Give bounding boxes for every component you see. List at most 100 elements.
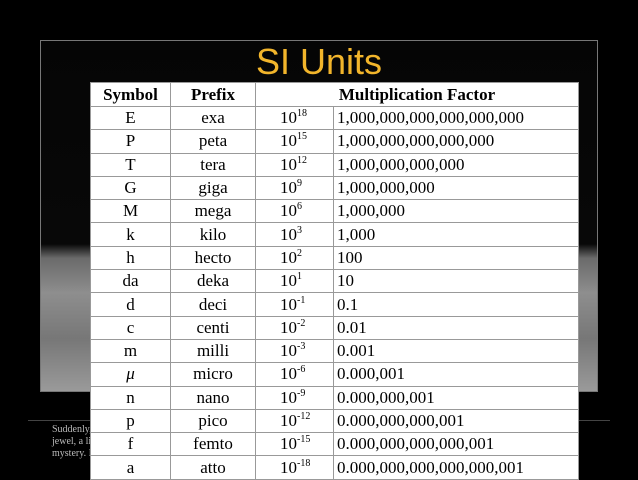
row: k kilo 103 1,000 bbox=[90, 222, 579, 247]
header-cell: Symbol bbox=[90, 82, 171, 107]
power-cell: 106 bbox=[255, 199, 334, 224]
prefix-cell: exa bbox=[170, 105, 256, 131]
prefix-cell: atto bbox=[170, 455, 256, 480]
row: da deka 101 10 bbox=[90, 269, 579, 294]
power-cell: 10-1 bbox=[255, 292, 334, 317]
factor-cell: 1,000,000,000,000,000 bbox=[333, 129, 579, 154]
power-exponent: 12 bbox=[297, 154, 307, 166]
factor-cell: 0.1 bbox=[333, 292, 579, 317]
power-exponent: 15 bbox=[297, 131, 307, 143]
prefix-cell: hecto bbox=[170, 245, 256, 271]
power-base: 10 bbox=[280, 317, 297, 337]
factor-cell: 0.000,001 bbox=[333, 362, 579, 387]
power-exponent: -1 bbox=[297, 294, 306, 306]
power-exponent: 2 bbox=[297, 247, 302, 259]
prefix-cell: centi bbox=[170, 315, 256, 340]
power-cell: 10-2 bbox=[255, 315, 334, 340]
power-exponent: -12 bbox=[297, 411, 311, 422]
symbol-cell: T bbox=[90, 152, 171, 177]
row: μ micro 10-6 0.000,001 bbox=[90, 362, 579, 387]
symbol-cell: f bbox=[90, 432, 171, 457]
row: d deci 10-1 0.1 bbox=[90, 292, 579, 317]
symbol-cell: E bbox=[90, 105, 171, 131]
power-cell: 109 bbox=[255, 175, 334, 201]
prefix-cell: deci bbox=[170, 292, 256, 317]
factor-cell: 1,000,000 bbox=[333, 199, 579, 224]
prefix-cell: nano bbox=[170, 385, 256, 410]
row: h hecto 102 100 bbox=[90, 245, 579, 271]
factor-cell: 0.000,000,001 bbox=[333, 385, 579, 410]
symbol-cell: a bbox=[90, 455, 171, 480]
symbol-cell: c bbox=[90, 315, 171, 340]
symbol-cell: P bbox=[90, 129, 171, 154]
row: a atto 10-18 0.000,000,000,000,000,001 bbox=[90, 455, 579, 480]
symbol-cell: μ bbox=[90, 362, 171, 387]
factor-cell: 0.000,000,000,001 bbox=[333, 408, 579, 434]
power-exponent: -15 bbox=[297, 434, 311, 446]
symbol-cell: G bbox=[90, 175, 171, 201]
power-base: 10 bbox=[280, 131, 297, 151]
power-cell: 1015 bbox=[255, 129, 334, 154]
row: p pico 10-12 0.000,000,000,001 bbox=[90, 408, 579, 434]
power-base: 10 bbox=[280, 364, 297, 384]
power-cell: 101 bbox=[255, 269, 334, 294]
prefix-cell: giga bbox=[170, 175, 256, 201]
captions: Suddenly, jewel, a lig mystery. It bbox=[52, 424, 96, 460]
prefix-cell: tera bbox=[170, 152, 256, 177]
power-cell: 1012 bbox=[255, 152, 334, 177]
factor-cell: 10 bbox=[333, 269, 579, 294]
power-base: 10 bbox=[280, 201, 297, 221]
power-cell: 103 bbox=[255, 222, 334, 247]
symbol-cell: k bbox=[90, 222, 171, 247]
power-exponent: -2 bbox=[297, 317, 306, 329]
power-base: 10 bbox=[280, 387, 297, 407]
power-cell: 10-18 bbox=[255, 455, 334, 480]
slide-title: SI Units bbox=[255, 41, 383, 82]
prefix-cell: micro bbox=[170, 362, 256, 387]
power-cell: 10-6 bbox=[255, 362, 334, 387]
power-exponent: -9 bbox=[297, 387, 306, 399]
header-row: Symbol Prefix Multiplication Factor bbox=[90, 82, 579, 107]
power-base: 10 bbox=[280, 224, 297, 244]
factor-cell: 0.000,000,000,000,000,001 bbox=[333, 455, 579, 480]
power-cell: 1018 bbox=[255, 105, 334, 131]
power-exponent: -3 bbox=[297, 341, 306, 353]
prefix-cell: kilo bbox=[170, 222, 256, 247]
symbol-cell: m bbox=[90, 338, 171, 364]
header-cell: Multiplication Factor bbox=[255, 82, 579, 107]
power-exponent: 6 bbox=[297, 201, 302, 213]
power-base: 10 bbox=[280, 154, 297, 174]
symbol-cell: da bbox=[90, 269, 171, 294]
power-cell: 10-15 bbox=[255, 432, 334, 457]
symbol-cell: n bbox=[90, 385, 171, 410]
power-base: 10 bbox=[280, 178, 297, 198]
power-base: 10 bbox=[280, 294, 297, 314]
prefix-cell: peta bbox=[170, 129, 256, 154]
factor-cell: 0.01 bbox=[333, 315, 579, 340]
power-base: 10 bbox=[280, 411, 297, 430]
power-exponent: 9 bbox=[297, 178, 302, 190]
power-base: 10 bbox=[280, 247, 297, 267]
symbol-cell: p bbox=[90, 408, 171, 434]
header-cell: Prefix bbox=[170, 82, 256, 107]
power-base: 10 bbox=[280, 434, 297, 454]
power-exponent: -6 bbox=[297, 364, 306, 376]
power-exponent: 18 bbox=[297, 108, 307, 120]
caption-fragment: mystery. It bbox=[52, 448, 95, 459]
symbol-cell: d bbox=[90, 292, 171, 317]
factor-cell: 0.001 bbox=[333, 338, 579, 364]
row: n nano 10-9 0.000,000,001 bbox=[90, 385, 579, 410]
factor-cell: 1,000,000,000,000 bbox=[333, 152, 579, 177]
prefix-cell: milli bbox=[170, 338, 256, 364]
symbol-cell: M bbox=[90, 199, 171, 224]
power-base: 10 bbox=[280, 271, 297, 291]
factor-cell: 0.000,000,000,000,001 bbox=[333, 432, 579, 457]
row: f femto 10-15 0.000,000,000,000,001 bbox=[90, 432, 579, 457]
caption-fragment: jewel, a lig bbox=[52, 436, 97, 447]
caption-fragment: Suddenly, bbox=[52, 424, 92, 435]
